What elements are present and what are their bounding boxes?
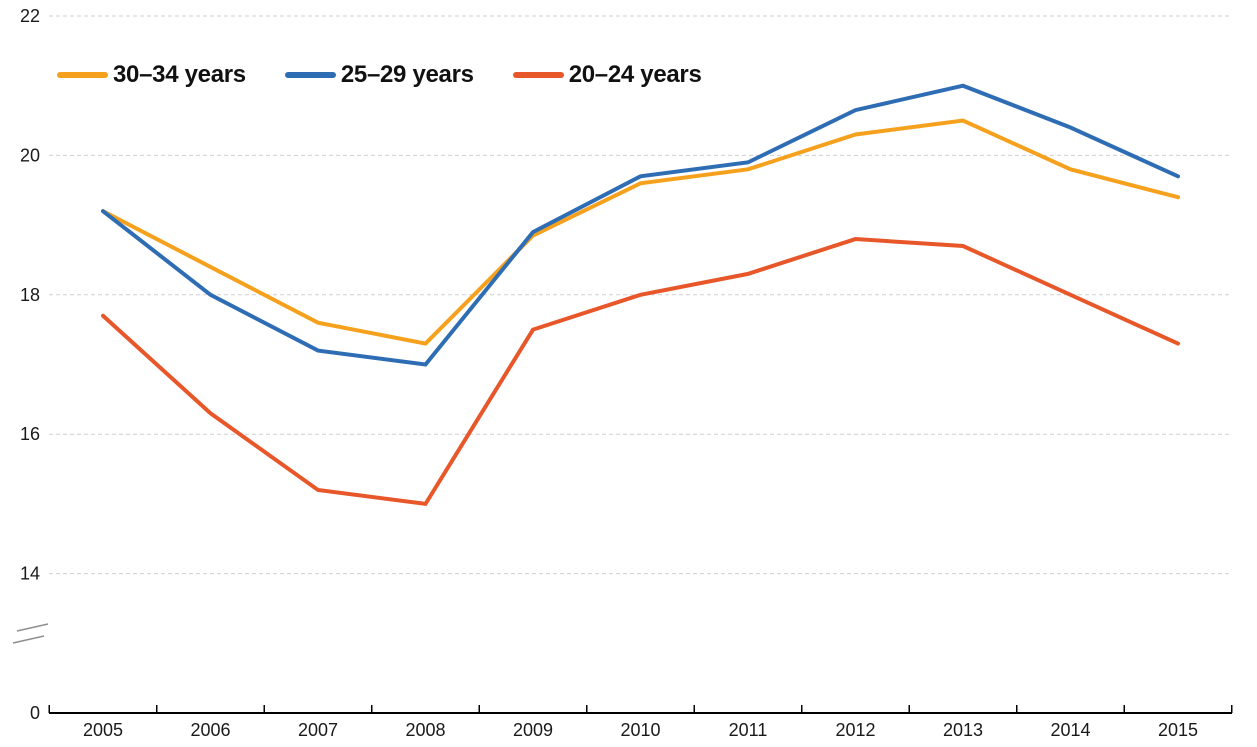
y-axis-label: 14 xyxy=(20,564,40,584)
legend-item-25-29-years[interactable]: 25–29 years xyxy=(284,61,474,89)
y-axis-label: 18 xyxy=(20,285,40,305)
legend-label: 25–29 years xyxy=(340,61,474,88)
x-axis-label: 2009 xyxy=(513,720,553,740)
legend-item-30-34-years[interactable]: 30–34 years xyxy=(57,61,246,89)
axis-break-icon xyxy=(12,635,45,644)
y-axis-label: 22 xyxy=(20,6,40,26)
x-axis-label: 2012 xyxy=(835,720,875,740)
x-axis-label: 2007 xyxy=(298,720,338,740)
series-line-30-34-years xyxy=(101,118,1180,346)
x-axis-label: 2005 xyxy=(83,720,123,740)
x-axis-label: 2006 xyxy=(190,720,230,740)
legend-item-20-24-years[interactable]: 20–24 years xyxy=(512,61,702,89)
legend-swatch-icon xyxy=(512,72,564,78)
x-axis-label: 2013 xyxy=(943,720,983,740)
series-line-25-29-years xyxy=(101,83,1180,367)
legend-swatch-icon xyxy=(57,72,108,78)
legend-label: 30–34 years xyxy=(113,61,246,88)
x-axis-label: 2011 xyxy=(729,720,768,740)
x-axis-label: 2010 xyxy=(620,720,660,740)
y-axis-label: 16 xyxy=(20,424,40,444)
x-axis-label: 2015 xyxy=(1158,720,1198,740)
x-axis-label: 2008 xyxy=(405,720,445,740)
legend-label: 20–24 years xyxy=(568,61,702,88)
y-axis-label: 20 xyxy=(20,145,40,165)
chart-legend: 30–34 years 25–29 years 20–24 years xyxy=(57,61,741,89)
series-line-20-24-years xyxy=(101,237,1180,507)
y-axis-label: 0 xyxy=(30,703,40,723)
x-axis-label: 2014 xyxy=(1050,720,1090,740)
legend-swatch-icon xyxy=(284,72,336,78)
axis-break-icon xyxy=(16,623,49,632)
